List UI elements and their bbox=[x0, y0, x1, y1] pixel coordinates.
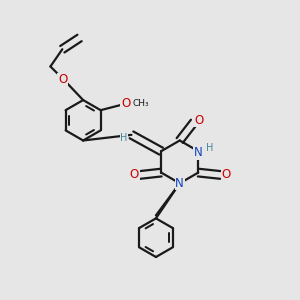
Text: O: O bbox=[194, 114, 203, 127]
Text: CH₃: CH₃ bbox=[133, 99, 149, 108]
Text: O: O bbox=[121, 98, 130, 110]
Text: O: O bbox=[58, 74, 67, 86]
Text: H: H bbox=[120, 134, 128, 143]
Text: O: O bbox=[130, 169, 139, 182]
Text: H: H bbox=[206, 142, 213, 153]
Text: N: N bbox=[175, 177, 184, 190]
Text: N: N bbox=[194, 146, 203, 159]
Text: O: O bbox=[221, 169, 230, 182]
